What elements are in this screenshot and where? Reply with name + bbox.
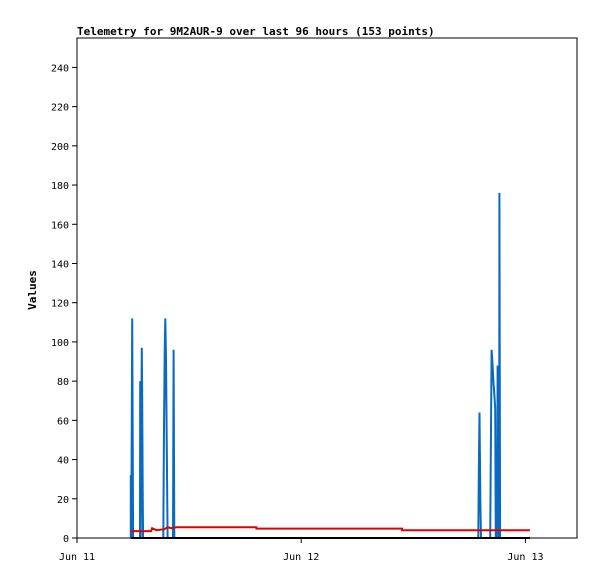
chart-title: Telemetry for 9M2AUR-9 over last 96 hour… bbox=[77, 25, 435, 38]
y-tick-label: 140 bbox=[51, 259, 69, 270]
y-tick-label: 220 bbox=[51, 103, 69, 114]
y-tick-label: 80 bbox=[57, 377, 69, 388]
y-tick-label: 180 bbox=[51, 181, 69, 192]
y-tick-label: 0 bbox=[63, 534, 69, 545]
series-group bbox=[129, 192, 530, 539]
y-tick-label: 200 bbox=[51, 142, 69, 153]
y-tick-label: 160 bbox=[51, 220, 69, 231]
y-tick-label: 40 bbox=[57, 456, 69, 467]
x-tick-label: Jun 11 bbox=[59, 552, 95, 563]
x-tick-label: Jun 12 bbox=[283, 552, 319, 563]
y-axis: 0 20 40 60 80 100 120 140 160 180 200 220 240 bbox=[51, 63, 77, 545]
series-line bbox=[129, 192, 502, 539]
x-axis: Jun 11 Jun 12 Jun 13 bbox=[59, 538, 543, 563]
y-tick-label: 20 bbox=[57, 495, 69, 506]
plot-frame bbox=[76, 37, 578, 539]
x-tick-label: Jun 13 bbox=[507, 552, 543, 563]
y-axis-label: Values bbox=[26, 270, 39, 310]
y-tick-label: 120 bbox=[51, 299, 69, 310]
y-tick-label: 60 bbox=[57, 416, 69, 427]
y-tick-label: 240 bbox=[51, 63, 69, 74]
y-tick-label: 100 bbox=[51, 338, 69, 349]
series-line bbox=[130, 526, 530, 533]
